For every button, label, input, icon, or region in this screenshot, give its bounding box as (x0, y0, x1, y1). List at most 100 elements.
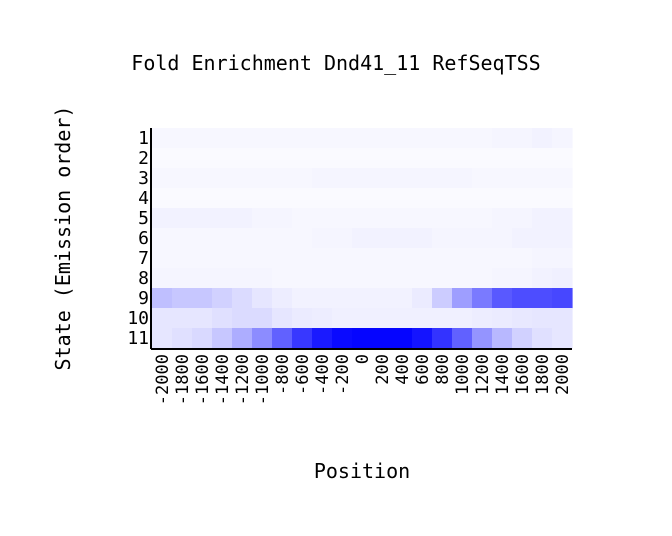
heatmap-cell (452, 248, 473, 269)
heatmap-cell (552, 288, 573, 309)
heatmap-cell (372, 308, 393, 329)
heatmap-cell (532, 208, 553, 229)
heatmap-cell (512, 128, 533, 149)
heatmap-cell (472, 128, 493, 149)
heatmap-cell (472, 328, 493, 349)
heatmap-cell (192, 148, 213, 169)
x-tick-label: 1800 (533, 354, 553, 395)
heatmap-cell (392, 308, 413, 329)
heatmap-cell (152, 228, 173, 249)
heatmap-cell (332, 168, 353, 189)
heatmap-cell (452, 188, 473, 209)
y-tick-label: 10 (127, 308, 149, 329)
heatmap-cell (532, 168, 553, 189)
heatmap-cell (472, 168, 493, 189)
heatmap-cell (312, 188, 333, 209)
heatmap-cell (412, 128, 433, 149)
heatmap-cell (472, 188, 493, 209)
heatmap-cell (292, 268, 313, 289)
heatmap-cell (332, 268, 353, 289)
heatmap-cell (492, 188, 513, 209)
heatmap-cell (552, 268, 573, 289)
heatmap-cell (552, 208, 573, 229)
heatmap-cell (552, 188, 573, 209)
heatmap-cell (352, 168, 373, 189)
heatmap-cell (532, 248, 553, 269)
heatmap-cell (252, 268, 273, 289)
heatmap-cell (312, 168, 333, 189)
heatmap-cell (492, 148, 513, 169)
heatmap-cell (192, 128, 213, 149)
heatmap-cell (152, 248, 173, 269)
heatmap-cell (472, 248, 493, 269)
heatmap-cell (532, 268, 553, 289)
heatmap-cell (272, 288, 293, 309)
heatmap-cell (412, 208, 433, 229)
heatmap-cell (312, 128, 333, 149)
x-tick-label: 0 (353, 354, 373, 364)
heatmap-cell (172, 268, 193, 289)
heatmap-cell (492, 308, 513, 329)
heatmap-cell (372, 188, 393, 209)
heatmap-cell (352, 268, 373, 289)
heatmap-cell (352, 248, 373, 269)
heatmap-cell (452, 268, 473, 289)
heatmap-cell (352, 148, 373, 169)
heatmap-cell (272, 268, 293, 289)
heatmap-cell (512, 168, 533, 189)
heatmap-cell (512, 328, 533, 349)
y-tick-label: 6 (138, 228, 149, 249)
y-tick-label: 9 (138, 288, 149, 309)
heatmap-cell (372, 268, 393, 289)
heatmap-cell (232, 328, 253, 349)
heatmap-cell (212, 148, 233, 169)
heatmap-cell (492, 328, 513, 349)
x-tick-labels: -2000 -1800 -1600 -1400 -1200 -1000 -800 -600 -4… (153, 354, 573, 405)
heatmap-cell (532, 188, 553, 209)
heatmap-cell (552, 248, 573, 269)
heatmap-cell (412, 288, 433, 309)
heatmap-cell (232, 288, 253, 309)
heatmap-cell (472, 148, 493, 169)
heatmap-cell (212, 188, 233, 209)
heatmap-cell (172, 248, 193, 269)
y-tick-label: 1 (138, 128, 149, 149)
heatmap-cell (332, 248, 353, 269)
heatmap-cell (372, 148, 393, 169)
heatmap-cell (472, 308, 493, 329)
heatmap-cell (452, 168, 473, 189)
heatmap-cell (372, 228, 393, 249)
heatmap-cell (252, 288, 273, 309)
x-tick-label: -400 (313, 354, 333, 395)
heatmap-cell (452, 328, 473, 349)
heatmap-cell (272, 128, 293, 149)
heatmap-cell (512, 188, 533, 209)
heatmap-cell (352, 208, 373, 229)
heatmap-cell (352, 328, 373, 349)
heatmap-cell (212, 228, 233, 249)
heatmap-cell (392, 228, 413, 249)
heatmap-cell (432, 148, 453, 169)
heatmap-cell (252, 188, 273, 209)
heatmap-cell (232, 228, 253, 249)
heatmap-cell (172, 128, 193, 149)
heatmap-cell (292, 168, 313, 189)
heatmap-cell (312, 308, 333, 329)
heatmap-cell (352, 308, 373, 329)
heatmap-cell (432, 208, 453, 229)
heatmap-cell (192, 228, 213, 249)
heatmap-cell (252, 168, 273, 189)
x-tick-label: 1400 (493, 354, 513, 395)
heatmap-cell (192, 268, 213, 289)
x-tick-label: -1800 (173, 354, 193, 405)
heatmap-cell (192, 188, 213, 209)
heatmap-cell (392, 128, 413, 149)
heatmap-cell (232, 148, 253, 169)
heatmap-cell (232, 308, 253, 329)
heatmap-cell (392, 268, 413, 289)
heatmap-cell (252, 148, 273, 169)
heatmap-cell (412, 248, 433, 269)
heatmap-cell (252, 208, 273, 229)
heatmap-cell (272, 308, 293, 329)
